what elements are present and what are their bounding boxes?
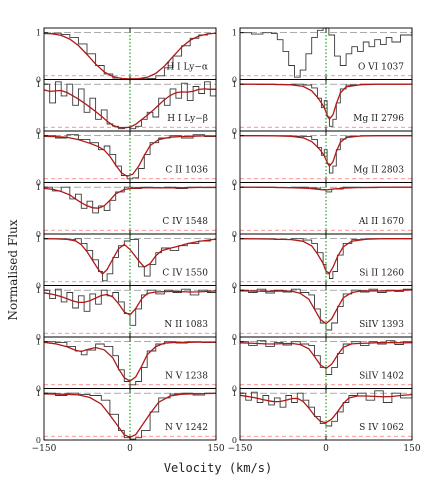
y-tick-label: 0 xyxy=(36,179,41,188)
x-tick-label: 0 xyxy=(323,444,329,454)
y-tick-label: 0 xyxy=(36,127,41,136)
spectrum-data xyxy=(240,390,413,427)
y-tick-label: 1 xyxy=(232,132,237,141)
y-tick-label: 0 xyxy=(232,76,237,85)
y-tick-label: 0 xyxy=(36,385,41,394)
panel-label: Mg II 2796 xyxy=(353,114,404,124)
y-tick-label: 1 xyxy=(36,132,41,141)
model-fit xyxy=(240,135,412,168)
y-tick-label: 1 xyxy=(232,338,237,347)
panel-label: N V 1242 xyxy=(165,423,208,433)
y-tick-label: 1 xyxy=(36,286,41,295)
x-tick-label: −150 xyxy=(228,444,253,454)
y-tick-label: 1 xyxy=(36,29,41,38)
y-tick-label: 0 xyxy=(232,385,237,394)
panel-OVI_1037: 0 1 O VI 1037 xyxy=(232,27,413,85)
model-fit xyxy=(43,341,217,382)
panel-label: C IV 1548 xyxy=(162,217,208,227)
model-fit xyxy=(43,238,217,275)
panel-label: C II 1036 xyxy=(165,166,208,176)
model-fit xyxy=(43,135,216,178)
panel-label: SiIV 1393 xyxy=(359,320,404,330)
y-tick-label: 1 xyxy=(232,286,237,295)
panel-label: Al II 1670 xyxy=(358,217,404,227)
y-tick-label: 0 xyxy=(232,282,237,291)
y-tick-label: 1 xyxy=(232,235,237,244)
x-tick-label: 0 xyxy=(127,444,133,454)
panel-label: Si II 1260 xyxy=(359,269,404,279)
spectrum-data xyxy=(240,288,413,331)
y-tick-label: 1 xyxy=(232,183,237,192)
panel-label: SiIV 1402 xyxy=(359,372,404,382)
y-tick-label: 0 xyxy=(36,333,41,342)
panel-NV_1242: 01N V 1242 xyxy=(36,388,217,445)
y-tick-label: 1 xyxy=(36,338,41,347)
y-tick-label: 1 xyxy=(36,183,41,192)
model-fit xyxy=(43,290,217,316)
x-axis-label: Velocity (km/s) xyxy=(164,461,272,475)
panel-NII_1083: 01N II 1083 xyxy=(36,285,217,342)
spectrum-data xyxy=(240,135,412,174)
panel-HI_LyA: 0 1 H I Ly−α xyxy=(36,27,217,85)
x-tick-label: 150 xyxy=(403,444,420,454)
y-tick-label: 0 xyxy=(36,76,41,85)
panel-label: N V 1238 xyxy=(165,372,208,382)
y-tick-label: 0 xyxy=(232,333,237,342)
y-tick-label: 0 xyxy=(36,230,41,239)
panel-label: H I Ly−α xyxy=(166,63,208,73)
model-fit xyxy=(239,393,413,424)
panel-CIV_1550: 01C IV 1550 xyxy=(36,233,217,291)
panel-label: Mg II 2803 xyxy=(353,166,404,176)
y-tick-label: 0 xyxy=(36,282,41,291)
panel-NV_1238: 01N V 1238 xyxy=(36,336,217,394)
panel-SIV_1062: 01S IV 1062 xyxy=(232,388,413,445)
y-tick-label: 0 xyxy=(232,436,237,445)
model-fit xyxy=(239,238,412,275)
spectrum-data xyxy=(240,27,413,78)
panel-label: C IV 1550 xyxy=(162,269,208,279)
panel-label: H I Ly−β xyxy=(167,114,208,124)
panel-CII_1036: 01C II 1036 xyxy=(36,130,217,188)
panel-label: O VI 1037 xyxy=(358,63,404,73)
y-tick-label: 1 xyxy=(232,389,237,398)
y-tick-label: 1 xyxy=(232,29,237,38)
y-tick-label: 1 xyxy=(36,389,41,398)
panel-label: N II 1083 xyxy=(164,320,208,330)
y-axis-label: Normalised Flux xyxy=(6,219,20,320)
panel-CIV_1548: 01C IV 1548 xyxy=(36,182,217,239)
model-fit xyxy=(43,186,217,209)
y-tick-label: 0 xyxy=(232,179,237,188)
y-tick-label: 0 xyxy=(36,436,41,445)
y-tick-label: 1 xyxy=(36,80,41,89)
x-tick-label: 150 xyxy=(207,444,224,454)
model-fit xyxy=(239,289,413,325)
y-tick-label: 0 xyxy=(232,230,237,239)
model-fit xyxy=(239,83,412,121)
panel-label: S IV 1062 xyxy=(359,423,404,433)
panel-HI_LyB: 01H I Ly−β xyxy=(36,79,217,136)
spectrum-data xyxy=(240,340,413,375)
y-tick-label: 1 xyxy=(232,80,237,89)
y-tick-label: 0 xyxy=(232,127,237,136)
y-tick-label: 1 xyxy=(36,235,41,244)
x-tick-label: −150 xyxy=(32,444,57,454)
